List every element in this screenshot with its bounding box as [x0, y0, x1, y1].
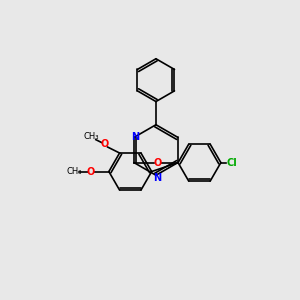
Text: O: O [100, 139, 109, 149]
Text: O: O [87, 167, 95, 176]
Text: O: O [154, 158, 162, 168]
Text: CH₃: CH₃ [67, 167, 83, 176]
Text: CH₃: CH₃ [84, 132, 99, 141]
Text: N: N [131, 132, 140, 142]
Text: Cl: Cl [226, 158, 237, 168]
Text: N: N [153, 173, 161, 183]
